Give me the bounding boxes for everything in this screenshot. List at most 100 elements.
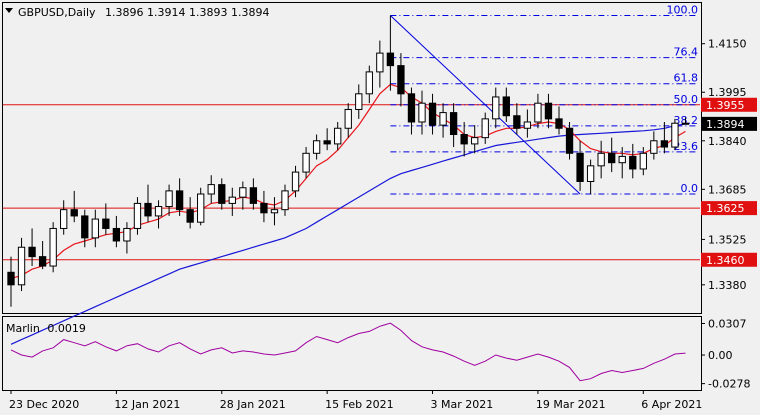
osc-tick-label: 0.0307 xyxy=(708,317,747,330)
fib-level-label: 61.8 xyxy=(674,72,699,85)
candle-body xyxy=(639,152,647,170)
candle-body xyxy=(418,102,426,123)
fib-level-label: 23.6 xyxy=(674,140,699,153)
candle-body xyxy=(534,102,542,123)
candle-body xyxy=(81,215,89,239)
candle-body xyxy=(334,127,342,145)
candle-body xyxy=(102,218,110,229)
level-price-tag-label: 1.3460 xyxy=(706,254,745,267)
y-tick-label: 1.3840 xyxy=(708,135,747,148)
candle-body xyxy=(565,127,574,154)
chart-header: GBPUSD,Daily 1.3896 1.3914 1.3893 1.3894 xyxy=(18,6,270,19)
candle-body xyxy=(60,209,68,229)
candle-body xyxy=(586,165,595,182)
candle-body xyxy=(323,140,331,145)
fib-level-label: 76.4 xyxy=(674,46,699,59)
candle-body xyxy=(397,65,405,95)
candle-body xyxy=(175,190,184,211)
y-tick-label: 1.3525 xyxy=(708,233,747,246)
candle-body xyxy=(555,118,563,129)
candle-body xyxy=(365,71,373,95)
x-tick-label: 12 Jan 2021 xyxy=(114,398,180,411)
level-price-tag-label: 1.3955 xyxy=(706,99,745,112)
candle-body xyxy=(7,271,15,286)
candle-body xyxy=(154,206,163,217)
candle-body xyxy=(618,155,626,164)
candle-body xyxy=(249,187,258,204)
level-price-tag-label: 1.3625 xyxy=(706,202,745,215)
indicator-value: 0.0019 xyxy=(47,322,86,335)
candle-body xyxy=(28,246,36,258)
candle-body xyxy=(671,122,679,148)
x-tick-label: 19 Mar 2021 xyxy=(536,398,606,411)
candle-body xyxy=(291,171,300,192)
fib-level-label: 0.0 xyxy=(681,182,699,195)
candle-body xyxy=(576,152,584,182)
candle-body xyxy=(281,190,289,211)
current-price-tag xyxy=(701,116,757,131)
osc-tick-label: -0.0278 xyxy=(708,378,750,391)
candle-body xyxy=(407,93,416,123)
oscillator-line xyxy=(10,322,686,382)
candle-body xyxy=(449,112,458,136)
y-tick-label: 1.3380 xyxy=(708,279,747,292)
x-tick-label: 23 Dec 2020 xyxy=(9,398,79,411)
candle-body xyxy=(312,140,321,154)
fib-level-label: 100.0 xyxy=(667,4,699,17)
x-tick-label: 3 Mar 2021 xyxy=(431,398,494,411)
candle-body xyxy=(439,112,447,126)
indicator-header: Marlin 0.0019 xyxy=(6,322,86,335)
candle-body xyxy=(523,121,532,129)
x-tick-label: 15 Feb 2021 xyxy=(325,398,393,411)
candle-body xyxy=(270,209,279,214)
candle-body xyxy=(660,140,669,148)
candle-body xyxy=(91,218,99,239)
y-tick-label: 1.4150 xyxy=(708,38,747,51)
osc-tick-label: 0.00 xyxy=(708,349,733,362)
candle-body xyxy=(197,193,205,223)
symbol-label: GBPUSD,Daily xyxy=(18,6,96,19)
candle-body xyxy=(207,184,215,195)
symbol-dropdown-icon[interactable] xyxy=(5,8,13,13)
candle-body xyxy=(186,209,194,223)
candle-body xyxy=(492,96,500,120)
current-price-tag-label: 1.3894 xyxy=(706,118,745,131)
candle-body xyxy=(597,152,605,167)
ohlc-values: 1.3896 1.3914 1.3893 1.3894 xyxy=(105,6,269,19)
candle-body xyxy=(355,93,363,110)
candle-body xyxy=(144,202,152,217)
candle-body xyxy=(460,134,468,145)
candle-body xyxy=(165,190,173,208)
price-pane[interactable] xyxy=(2,2,702,314)
y-tick-label: 1.3995 xyxy=(708,86,747,99)
candle-body xyxy=(133,202,142,229)
candle-body xyxy=(228,196,236,204)
candle-body xyxy=(38,256,47,267)
fib-level-label: 50.0 xyxy=(674,93,699,106)
candle-body xyxy=(17,246,26,286)
y-tick-label: 1.3685 xyxy=(708,183,747,196)
fib-trendline xyxy=(390,15,581,195)
x-tick-label: 28 Jan 2021 xyxy=(220,398,286,411)
indicator-pane[interactable] xyxy=(2,316,702,391)
candle-body xyxy=(629,155,637,170)
candle-body xyxy=(376,52,384,73)
level-price-tag xyxy=(701,252,757,267)
candle-body xyxy=(471,137,479,145)
candle-body xyxy=(70,209,78,217)
indicator-name: Marlin xyxy=(6,322,40,335)
candle-body xyxy=(239,187,247,198)
candle-body xyxy=(650,140,658,154)
level-price-tag xyxy=(701,97,757,112)
level-price-tag xyxy=(701,201,757,216)
candle-body xyxy=(513,115,521,129)
candle-body xyxy=(502,96,510,117)
candle-body xyxy=(481,118,489,139)
candle-body xyxy=(428,102,437,126)
candle-body xyxy=(49,227,57,267)
candle-body xyxy=(681,122,690,125)
x-tick-label: 6 Apr 2021 xyxy=(641,398,702,411)
candle-body xyxy=(302,152,310,173)
candle-body xyxy=(112,227,121,242)
